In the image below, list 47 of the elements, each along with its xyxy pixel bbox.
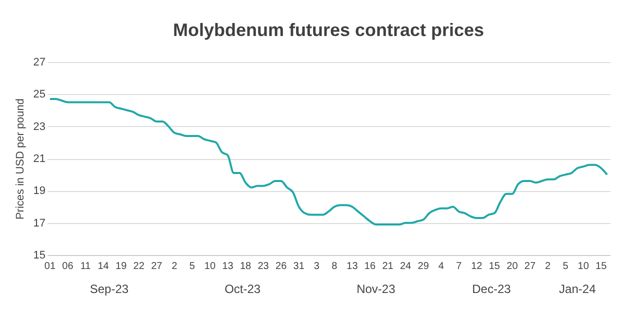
text: Dec-23: [472, 282, 512, 296]
x-tick-label: 2: [172, 261, 178, 272]
x-tick-label: 13: [346, 261, 358, 272]
x-tick-label: 27: [151, 261, 163, 272]
x-tick-label: 13: [222, 261, 234, 272]
x-tick-label: 21: [382, 261, 394, 272]
x-tick-label: 22: [133, 261, 145, 272]
x-tick-label: 01: [44, 261, 56, 272]
x-tick-label: 10: [578, 261, 590, 272]
y-tick-label: 19: [33, 185, 46, 198]
x-tick-label: 27: [524, 261, 536, 272]
x-tick-label: 11: [80, 261, 92, 272]
x-tick-label: 8: [332, 261, 338, 272]
x-tick-label: 16: [364, 261, 376, 272]
x-tick-label: 19: [116, 261, 128, 272]
y-tick-label: 23: [33, 120, 46, 133]
y-axis-title: Prices in USD per pound: [14, 98, 26, 220]
x-tick-label: 31: [293, 261, 305, 272]
x-tick-label: 20: [506, 261, 518, 272]
x-tick-label: 2: [544, 261, 551, 272]
x-tick-label: 15: [596, 261, 608, 272]
y-tick-label: 25: [33, 88, 46, 101]
line-series: [48, 98, 608, 226]
y-tick-label: 17: [33, 217, 46, 230]
x-tick-label: 18: [240, 261, 252, 272]
text: Jan-24: [559, 282, 596, 296]
x-tick-label: 12: [471, 261, 483, 272]
y-tick-label: 21: [33, 153, 46, 165]
x-tick-label: 3: [314, 261, 320, 272]
x-tick-label: 26: [276, 261, 288, 272]
chart-title: Molybdenum futures contract prices: [172, 20, 484, 40]
x-tick-label: 7: [456, 261, 462, 272]
x-tick-label: 5: [562, 261, 569, 272]
y-tick-label: 27: [33, 56, 46, 68]
x-tick-label: 15: [488, 261, 500, 272]
x-tick-label: 24: [400, 261, 412, 272]
x-tick-label: 14: [98, 261, 110, 272]
x-tick-label: 06: [62, 261, 74, 272]
x-tick-label: 29: [418, 261, 430, 272]
text: Sep-23: [90, 282, 129, 296]
text: Nov-23: [356, 282, 396, 296]
x-tick-label: 4: [438, 261, 444, 272]
text: Oct-23: [224, 282, 261, 296]
y-tick-label: 15: [33, 250, 46, 262]
x-tick-label: 23: [258, 261, 270, 272]
x-tick-label: 10: [204, 261, 216, 272]
x-tick-label: 5: [189, 261, 196, 272]
